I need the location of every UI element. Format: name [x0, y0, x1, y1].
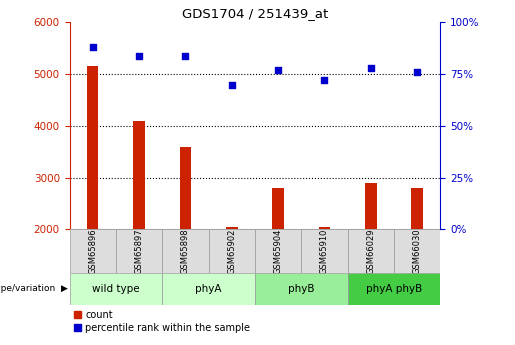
- Bar: [411, 188, 423, 229]
- Text: GSM66029: GSM66029: [366, 228, 375, 274]
- Text: GSM66030: GSM66030: [413, 228, 422, 274]
- Bar: [226, 227, 237, 229]
- Bar: [116, 229, 162, 273]
- Text: GSM65897: GSM65897: [134, 228, 144, 274]
- Text: GSM65898: GSM65898: [181, 228, 190, 274]
- Text: phyA phyB: phyA phyB: [366, 284, 422, 294]
- Bar: [348, 229, 394, 273]
- Bar: [365, 183, 376, 229]
- Point: [367, 65, 375, 71]
- Bar: [255, 229, 301, 273]
- Text: GSM65904: GSM65904: [273, 228, 283, 274]
- Bar: [209, 229, 255, 273]
- Point: [274, 67, 282, 73]
- Text: wild type: wild type: [92, 284, 140, 294]
- Text: GSM65910: GSM65910: [320, 228, 329, 274]
- Text: phyB: phyB: [288, 284, 315, 294]
- Bar: [348, 273, 440, 305]
- Text: genotype/variation  ▶: genotype/variation ▶: [0, 284, 68, 294]
- Text: GSM65896: GSM65896: [88, 228, 97, 274]
- Point: [89, 45, 97, 50]
- Bar: [272, 188, 284, 229]
- Bar: [70, 273, 162, 305]
- Point: [320, 78, 329, 83]
- Bar: [319, 227, 330, 229]
- Legend: count, percentile rank within the sample: count, percentile rank within the sample: [74, 310, 250, 333]
- Bar: [87, 66, 98, 229]
- Bar: [255, 273, 348, 305]
- Bar: [394, 229, 440, 273]
- Point: [181, 53, 190, 58]
- Bar: [180, 147, 191, 229]
- Point: [413, 69, 421, 75]
- Bar: [301, 229, 348, 273]
- Text: phyA: phyA: [195, 284, 222, 294]
- Text: GSM65902: GSM65902: [227, 228, 236, 274]
- Bar: [133, 121, 145, 229]
- Point: [135, 53, 143, 58]
- Bar: [70, 229, 116, 273]
- Bar: [162, 273, 255, 305]
- Point: [228, 82, 236, 87]
- Bar: [162, 229, 209, 273]
- Title: GDS1704 / 251439_at: GDS1704 / 251439_at: [182, 7, 328, 20]
